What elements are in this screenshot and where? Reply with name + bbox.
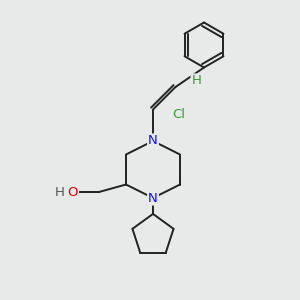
Text: Cl: Cl: [172, 107, 185, 121]
Text: O: O: [68, 185, 78, 199]
Text: N: N: [148, 191, 158, 205]
Text: H: H: [55, 185, 64, 199]
Text: H: H: [192, 74, 201, 88]
Text: N: N: [148, 134, 158, 148]
